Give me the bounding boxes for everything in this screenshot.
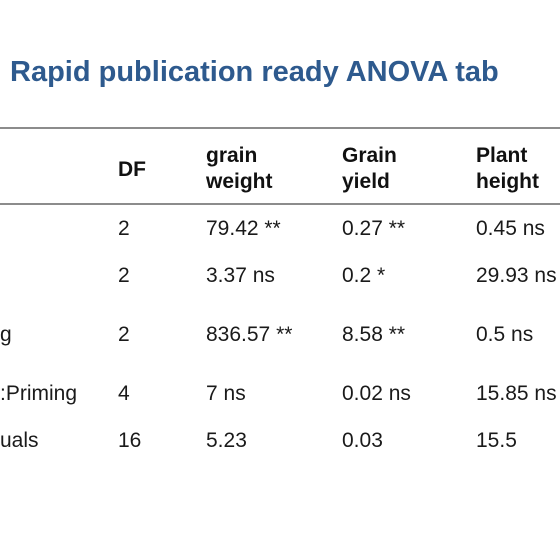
row5-source: uals xyxy=(0,429,39,452)
row2-grain-yield: 0.2 * xyxy=(342,264,386,287)
row4-source: :Priming xyxy=(0,382,78,405)
header-grain-yield-line2: yield xyxy=(342,170,390,193)
row4-grain-weight: 7 ns xyxy=(206,382,246,405)
row2-grain-weight: 3.37 ns xyxy=(206,264,275,287)
row2-plant-height: 29.93 ns xyxy=(476,264,557,287)
header-grain-yield: Grain yield xyxy=(342,143,397,195)
row1-df: 2 xyxy=(118,217,130,240)
row5-grain-weight: 5.23 xyxy=(206,429,247,452)
row3-grain-yield: 8.58 ** xyxy=(342,323,406,346)
row1-plant-height: 0.45 ns xyxy=(476,217,545,240)
row5-df: 16 xyxy=(118,429,142,452)
row3-plant-height: 0.5 ns xyxy=(476,323,534,346)
slide-title: Rapid publication ready ANOVA tab xyxy=(10,56,499,88)
row4-df: 4 xyxy=(118,382,130,405)
header-grain-weight: grain weight xyxy=(206,143,273,195)
header-grain-weight-line1: grain xyxy=(206,144,258,167)
header-plant-height-line1: Plant xyxy=(476,144,528,167)
header-df: DF xyxy=(118,158,146,181)
row5-plant-height: 15.5 xyxy=(476,429,517,452)
row2-df: 2 xyxy=(118,264,130,287)
table-top-rule xyxy=(0,127,560,129)
header-grain-yield-line1: Grain xyxy=(342,144,397,167)
row3-source: g xyxy=(0,323,12,346)
header-plant-height-line2: height xyxy=(476,170,539,193)
row4-grain-yield: 0.02 ns xyxy=(342,382,411,405)
table-header-rule xyxy=(0,203,560,205)
header-plant-height: Plant height xyxy=(476,143,539,195)
row1-grain-weight: 79.42 ** xyxy=(206,217,281,240)
row5-grain-yield: 0.03 xyxy=(342,429,383,452)
row3-df: 2 xyxy=(118,323,130,346)
row4-plant-height: 15.85 ns xyxy=(476,382,557,405)
row1-grain-yield: 0.27 ** xyxy=(342,217,406,240)
row3-grain-weight: 836.57 ** xyxy=(206,323,293,346)
header-grain-weight-line2: weight xyxy=(206,170,273,193)
